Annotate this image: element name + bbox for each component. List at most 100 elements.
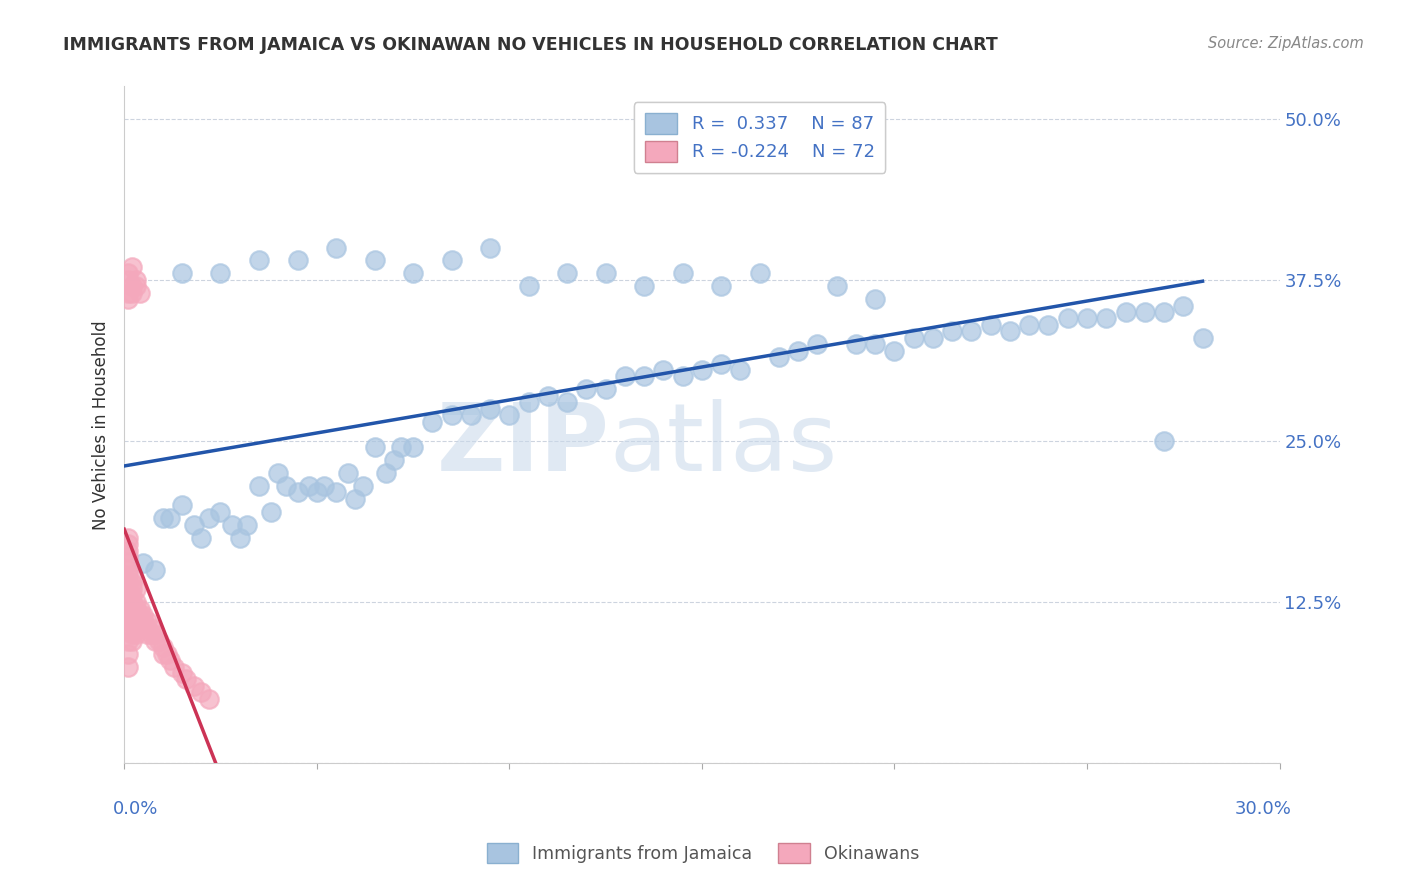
Point xyxy=(136,627,159,641)
Point xyxy=(479,401,502,416)
Point xyxy=(1115,305,1137,319)
Point xyxy=(117,537,139,551)
Point xyxy=(498,408,520,422)
Point xyxy=(672,369,695,384)
Point xyxy=(274,479,297,493)
Point xyxy=(672,266,695,280)
Point xyxy=(125,615,148,629)
Point xyxy=(141,621,163,635)
Point xyxy=(128,615,150,629)
Point xyxy=(402,266,425,280)
Point xyxy=(325,485,347,500)
Point xyxy=(922,331,945,345)
Point xyxy=(117,285,139,300)
Point xyxy=(1133,305,1156,319)
Point xyxy=(209,505,232,519)
Point xyxy=(121,279,143,293)
Point xyxy=(863,292,886,306)
Point xyxy=(117,575,139,590)
Point xyxy=(117,569,139,583)
Point xyxy=(336,466,359,480)
Point xyxy=(479,240,502,254)
Point xyxy=(117,273,139,287)
Point xyxy=(287,485,309,500)
Point xyxy=(117,292,139,306)
Point xyxy=(633,279,655,293)
Point xyxy=(652,363,675,377)
Point xyxy=(132,607,155,622)
Point xyxy=(174,673,197,687)
Point xyxy=(517,395,540,409)
Point xyxy=(170,665,193,680)
Point xyxy=(863,337,886,351)
Point xyxy=(298,479,321,493)
Point xyxy=(125,627,148,641)
Point xyxy=(170,499,193,513)
Point xyxy=(183,517,205,532)
Legend: R =  0.337    N = 87, R = -0.224    N = 72: R = 0.337 N = 87, R = -0.224 N = 72 xyxy=(634,103,886,173)
Point xyxy=(117,563,139,577)
Point xyxy=(132,621,155,635)
Point xyxy=(132,615,155,629)
Point xyxy=(391,441,413,455)
Point xyxy=(125,582,148,597)
Point xyxy=(117,601,139,615)
Point xyxy=(305,485,328,500)
Point xyxy=(125,273,148,287)
Point xyxy=(420,415,443,429)
Point xyxy=(517,279,540,293)
Point xyxy=(163,659,186,673)
Point xyxy=(1153,305,1175,319)
Point xyxy=(125,279,148,293)
Point xyxy=(221,517,243,532)
Point xyxy=(170,266,193,280)
Legend: Immigrants from Jamaica, Okinawans: Immigrants from Jamaica, Okinawans xyxy=(479,836,927,870)
Point xyxy=(198,511,221,525)
Point xyxy=(613,369,636,384)
Point xyxy=(143,563,166,577)
Point xyxy=(247,253,270,268)
Point xyxy=(121,615,143,629)
Text: Source: ZipAtlas.com: Source: ZipAtlas.com xyxy=(1208,36,1364,51)
Point xyxy=(845,337,868,351)
Point xyxy=(980,318,1002,332)
Point xyxy=(159,653,181,667)
Point xyxy=(314,479,336,493)
Point xyxy=(125,621,148,635)
Point xyxy=(825,279,848,293)
Point xyxy=(117,647,139,661)
Point xyxy=(117,607,139,622)
Point xyxy=(287,253,309,268)
Point xyxy=(121,582,143,597)
Point xyxy=(121,285,143,300)
Point xyxy=(352,479,374,493)
Point xyxy=(117,621,139,635)
Point xyxy=(460,408,482,422)
Point xyxy=(325,240,347,254)
Point xyxy=(787,343,810,358)
Point xyxy=(117,543,139,558)
Point xyxy=(117,601,139,615)
Point xyxy=(141,627,163,641)
Point xyxy=(121,589,143,603)
Point xyxy=(633,369,655,384)
Point xyxy=(259,505,281,519)
Point xyxy=(883,343,905,358)
Point xyxy=(236,517,259,532)
Point xyxy=(730,363,752,377)
Point xyxy=(960,324,983,338)
Point xyxy=(121,633,143,648)
Point xyxy=(128,601,150,615)
Point xyxy=(198,691,221,706)
Point xyxy=(148,633,170,648)
Point xyxy=(121,595,143,609)
Text: IMMIGRANTS FROM JAMAICA VS OKINAWAN NO VEHICLES IN HOUSEHOLD CORRELATION CHART: IMMIGRANTS FROM JAMAICA VS OKINAWAN NO V… xyxy=(63,36,998,54)
Point xyxy=(555,266,578,280)
Point xyxy=(125,595,148,609)
Point xyxy=(595,266,617,280)
Point xyxy=(121,569,143,583)
Point xyxy=(402,441,425,455)
Point xyxy=(1056,311,1078,326)
Text: ZIP: ZIP xyxy=(437,399,609,491)
Point xyxy=(132,615,155,629)
